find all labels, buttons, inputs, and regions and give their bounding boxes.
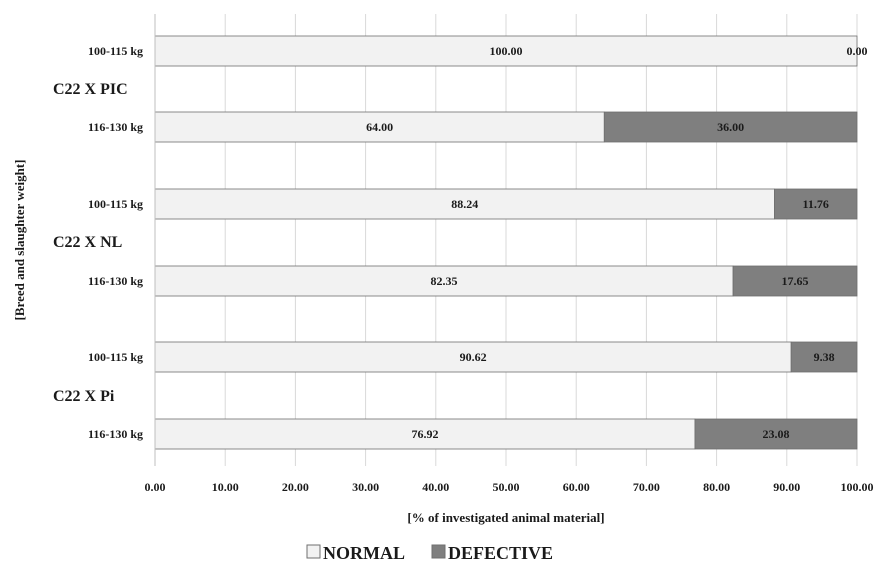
category-labels: 100-115 kg 116-130 kg 100-115 kg 116-130 kg… bbox=[88, 44, 143, 441]
data-label: 0.00 bbox=[847, 44, 868, 58]
bar-segment-normal bbox=[154, 35, 858, 67]
group-label: C22 X PIC bbox=[53, 81, 128, 98]
x-tick-label: 80.00 bbox=[703, 480, 730, 494]
bar-segment-normal bbox=[154, 418, 696, 450]
category-label: 100-115 kg bbox=[88, 197, 143, 211]
data-label: 64.00 bbox=[366, 120, 393, 134]
data-label: 88.24 bbox=[451, 197, 478, 211]
bar-segment-defective bbox=[732, 265, 858, 297]
x-tick-label: 40.00 bbox=[422, 480, 449, 494]
data-label: 9.38 bbox=[814, 350, 835, 364]
group-labels: C22 X PIC C22 X NL C22 X Pi bbox=[53, 81, 128, 405]
category-label: 116-130 kg bbox=[88, 274, 143, 288]
bar-segment-defective bbox=[790, 341, 858, 373]
gridlines bbox=[154, 14, 858, 466]
bar-segment-normal bbox=[154, 265, 734, 297]
bar-segment-defective bbox=[774, 188, 858, 220]
data-label: 82.35 bbox=[431, 274, 458, 288]
legend-label: DEFECTIVE bbox=[448, 543, 553, 563]
category-label: 116-130 kg bbox=[88, 120, 143, 134]
x-tick-label: 100.00 bbox=[841, 480, 874, 494]
x-tick-label: 30.00 bbox=[352, 480, 379, 494]
x-tick-labels: 0.00 10.00 20.00 30.00 40.00 50.00 60.00 70.00 8… bbox=[145, 480, 874, 494]
legend-swatch-defective bbox=[431, 544, 446, 559]
group-label: C22 X NL bbox=[53, 234, 122, 251]
y-axis-title: [Breed and slaughter weight] bbox=[12, 160, 27, 321]
data-label: 76.92 bbox=[411, 427, 438, 441]
bar-segment-normal bbox=[154, 188, 775, 220]
x-tick-label: 20.00 bbox=[282, 480, 309, 494]
legend: NORMAL DEFECTIVE bbox=[306, 543, 553, 563]
data-label: 90.62 bbox=[460, 350, 487, 364]
x-tick-label: 70.00 bbox=[633, 480, 660, 494]
category-label: 100-115 kg bbox=[88, 44, 143, 58]
bar-segment-defective bbox=[694, 418, 858, 450]
category-label: 100-115 kg bbox=[88, 350, 143, 364]
category-label: 116-130 kg bbox=[88, 427, 143, 441]
x-axis-title: [% of investigated animal material] bbox=[407, 510, 604, 525]
group-label: C22 X Pi bbox=[53, 388, 115, 405]
x-tick-label: 50.00 bbox=[493, 480, 520, 494]
data-label: 11.76 bbox=[803, 197, 829, 211]
data-label: 17.65 bbox=[782, 274, 809, 288]
data-label: 23.08 bbox=[762, 427, 789, 441]
data-label: 36.00 bbox=[717, 120, 744, 134]
bar-segment-defective bbox=[603, 111, 858, 143]
legend-label: NORMAL bbox=[323, 543, 405, 563]
bar-segment-normal bbox=[154, 111, 605, 143]
bars: 100.00 0.00 64.00 36.00 88.24 11.76 82.35 17.65… bbox=[154, 35, 868, 450]
legend-swatch-normal bbox=[306, 544, 321, 559]
x-tick-label: 90.00 bbox=[773, 480, 800, 494]
data-label: 100.00 bbox=[490, 44, 523, 58]
x-tick-label: 0.00 bbox=[145, 480, 166, 494]
x-tick-label: 10.00 bbox=[212, 480, 239, 494]
x-tick-label: 60.00 bbox=[563, 480, 590, 494]
